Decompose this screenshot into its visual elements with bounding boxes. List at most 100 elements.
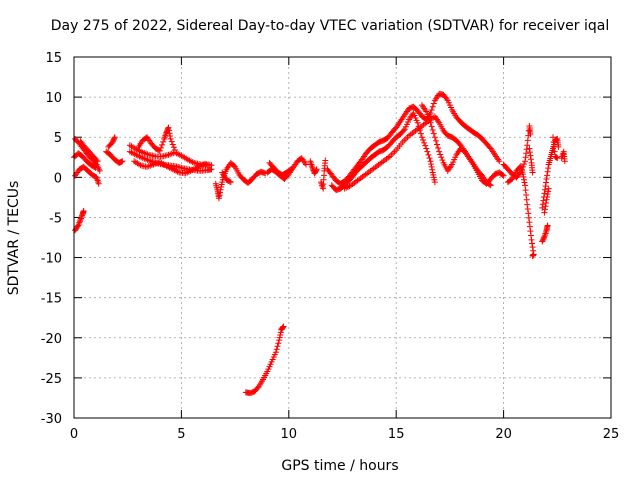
chart-title: Day 275 of 2022, Sidereal Day-to-day VTE… — [51, 18, 609, 34]
data-point — [543, 175, 550, 182]
grid-lines — [74, 57, 611, 418]
data-point — [541, 190, 548, 197]
y-tick-label: 5 — [54, 131, 62, 146]
data-point — [524, 206, 531, 213]
data-point — [519, 171, 526, 178]
data-point — [525, 214, 532, 221]
data-point — [94, 158, 101, 165]
data-point — [526, 145, 533, 152]
data-point — [526, 223, 533, 230]
data-point — [119, 158, 126, 165]
data-point — [432, 137, 439, 144]
data-point — [159, 141, 166, 148]
y-tick-label: 15 — [45, 51, 62, 66]
data-point — [427, 158, 434, 165]
data-point — [431, 179, 438, 186]
data-point — [542, 203, 549, 210]
data-point — [418, 134, 425, 141]
data-point — [166, 130, 173, 137]
data-point — [439, 157, 446, 164]
data-point — [429, 127, 436, 134]
data-point — [171, 147, 178, 154]
data-point — [528, 236, 535, 243]
data-point — [427, 119, 434, 126]
data-point — [527, 152, 534, 159]
data-point — [425, 114, 432, 121]
data-point — [541, 206, 548, 213]
data-point — [272, 349, 279, 356]
data-point — [227, 179, 234, 186]
data-point — [523, 150, 530, 157]
data-point — [561, 158, 568, 165]
data-point — [541, 209, 548, 216]
data-point — [357, 158, 364, 165]
data-point — [157, 144, 164, 151]
data-point — [522, 154, 529, 161]
data-point — [526, 149, 533, 156]
data-point — [313, 167, 320, 174]
data-point — [429, 166, 436, 173]
data-point — [428, 161, 435, 168]
data-point — [524, 201, 531, 208]
data-point — [91, 164, 98, 171]
data-point — [217, 189, 224, 196]
data-point — [111, 134, 118, 141]
data-point — [167, 135, 174, 142]
data-point — [521, 161, 528, 168]
data-point — [500, 172, 507, 179]
data-point — [544, 172, 551, 179]
data-point — [414, 119, 421, 126]
data-point — [286, 167, 293, 174]
data-point — [166, 127, 173, 134]
data-point — [527, 228, 534, 235]
data-point — [156, 147, 163, 154]
data-point — [309, 164, 316, 171]
data-point — [424, 148, 431, 155]
x-tick-label: 15 — [388, 427, 405, 442]
data-point — [550, 134, 557, 141]
data-point — [280, 323, 287, 330]
data-point — [542, 183, 549, 190]
data-point — [428, 163, 435, 170]
data-point — [165, 124, 172, 131]
data-point — [76, 218, 83, 225]
data-point — [169, 141, 176, 148]
data-point — [287, 166, 294, 173]
data-point — [428, 106, 435, 113]
data-point — [77, 216, 84, 223]
data-point — [499, 171, 506, 178]
data-point — [276, 334, 283, 341]
data-point — [111, 135, 118, 142]
data-point — [524, 137, 531, 144]
data-point — [527, 232, 534, 239]
data-point — [423, 108, 430, 115]
data-point — [96, 167, 103, 174]
data-points — [71, 90, 568, 397]
axis-ticks — [73, 56, 612, 419]
y-tick-label: -20 — [41, 332, 62, 347]
data-point — [551, 148, 558, 155]
data-point — [93, 157, 100, 164]
data-point — [523, 146, 530, 153]
data-point — [541, 186, 548, 193]
data-point — [170, 144, 177, 151]
data-point — [313, 166, 320, 173]
data-point — [523, 191, 530, 198]
data-point — [520, 173, 527, 180]
data-point — [522, 187, 529, 194]
data-point — [420, 137, 427, 144]
data-point — [421, 139, 428, 146]
data-point — [424, 111, 431, 118]
data-point — [545, 165, 552, 172]
data-point — [226, 178, 233, 185]
data-point — [231, 162, 238, 169]
data-point — [302, 161, 309, 168]
data-point — [275, 340, 282, 347]
data-point — [277, 331, 284, 338]
data-point — [77, 215, 84, 222]
x-tick-label: 0 — [70, 427, 78, 442]
data-point — [526, 219, 533, 226]
data-point — [434, 141, 441, 148]
data-point — [525, 210, 532, 217]
